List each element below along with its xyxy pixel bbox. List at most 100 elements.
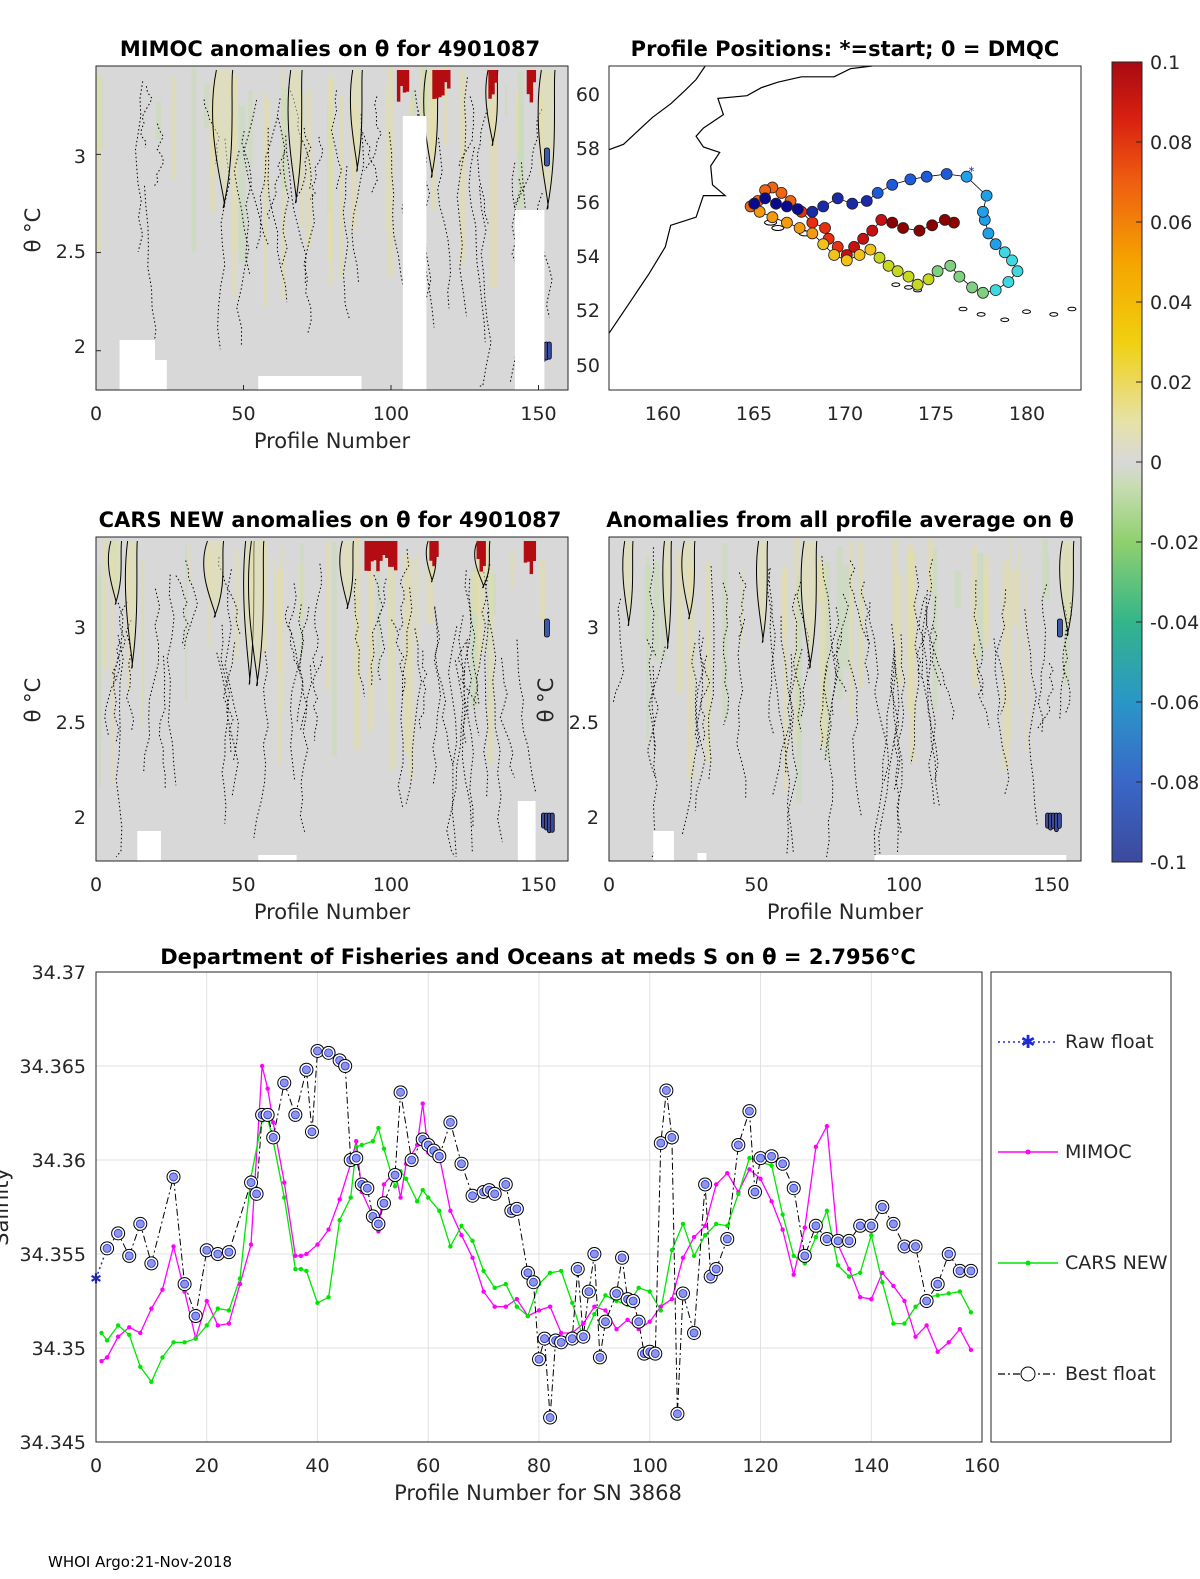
mimoc-point [813,1144,819,1150]
profile-position-point [944,259,957,272]
tint-band [1017,550,1021,711]
mimoc-point [354,1139,359,1144]
colorbar-tick-0: 0 [1150,452,1162,474]
tint-band [892,540,898,636]
dotted-contour [458,96,475,169]
colorbar-ticks [1136,61,1142,863]
profile-position-point [989,238,1002,251]
best-float-inner-point [756,1153,765,1163]
mimoc-point [924,1323,929,1328]
mimoc-point [481,1289,486,1294]
dotted-contour [224,569,239,762]
profile-position-point [819,222,831,234]
salinity-ytick-34.36: 34.36 [32,1150,86,1172]
dotted-contour [681,642,700,836]
profile-position-point [793,222,806,234]
profile-position-point [982,227,995,240]
cars-ytick-2.5: 2.5 [56,712,86,734]
dotted-contour [649,547,657,658]
best-float-inner-point [379,1198,389,1208]
salinity-ytick-34.365: 34.365 [20,1056,86,1078]
best-float-inner-point [628,1296,638,1306]
dotted-contour [468,146,486,343]
cars-new-point [736,1191,741,1197]
dotted-contour [476,571,487,706]
warm-anomaly-cell [444,70,448,83]
all-average-xtick-0: 0 [603,874,615,896]
tint-band [426,564,434,625]
profile-position-point [848,240,860,253]
positions-ytick-52: 52 [576,300,600,322]
cars-new-point [414,1199,420,1204]
best-float-inner-point [656,1138,666,1148]
best-float-inner-point [534,1354,544,1364]
tint-band [155,101,162,140]
warm-anomaly-cell [432,541,436,567]
solid-contour [756,540,769,643]
no-data-gap [874,855,1067,861]
tint-band [385,84,388,233]
cars-panel-title: CARS NEW anomalies on θ for 4901087 [99,508,562,532]
profile-position-point [766,211,779,224]
cars-new-point [647,1289,652,1294]
warm-anomaly-cell [367,541,371,571]
profile-position-point [781,216,793,229]
tint-band [263,92,267,308]
tint-band [248,90,253,168]
profile-position-point [831,192,844,205]
profile-position-point [828,249,841,261]
profile-position-point [873,251,886,264]
best-float-inner-point [529,1277,538,1287]
dotted-contour [447,626,458,858]
profile-position-point [980,189,993,202]
warm-anomaly-cell [373,541,377,561]
best-float-inner-point [750,1187,760,1197]
profile-position-point [886,216,899,229]
best-float-inner-point [689,1328,699,1338]
cars-new-point [869,1233,874,1238]
mimoc-point [747,1167,752,1172]
solid-contour [622,540,634,627]
dotted-contour [233,150,250,348]
warm-anomaly-cell [494,70,498,83]
all-average-anomaly-panel: Anomalies from all profile average on θ … [534,508,1082,924]
all-average-plot-frame [608,536,1082,862]
dotted-contour [276,98,290,265]
cars-new-point [835,1263,841,1268]
mimoc-ylabel: θ °C [21,208,45,253]
dotted-contour [351,113,365,283]
aleutian-island [1067,306,1077,312]
best-float-inner-point [396,1087,405,1097]
warm-anomaly-cell [476,541,480,560]
mimoc-point [259,1063,265,1069]
best-float-inner-point [390,1170,400,1180]
best-float-inner-point [617,1253,627,1263]
all-average-xtick-150: 150 [1033,874,1069,896]
dotted-contour [1062,602,1071,715]
profile-position-point [864,243,877,256]
dotted-contour [391,619,406,695]
dotted-contour [819,607,840,752]
mimoc-point [946,1340,951,1345]
dotted-contour [478,185,492,387]
tint-band [676,552,684,693]
mimoc-xtick-150: 150 [520,403,556,425]
dotted-contour [353,578,365,698]
best-float-inner-point [445,1118,455,1127]
dotted-contour [1024,609,1038,825]
profile-position-point [846,197,859,210]
mimoc-point [503,1304,508,1309]
mimoc-xtick-50: 50 [231,403,255,425]
tint-band [824,561,831,760]
cars-new-point [370,1139,376,1144]
mimoc-point [271,1120,276,1125]
cars-new-point [968,1310,974,1315]
no-data-gap [258,376,362,390]
best-float-inner-point [523,1268,533,1278]
cold-anomaly-cell [1057,812,1062,829]
cars-new-point [691,1253,697,1259]
dotted-contour [910,566,920,765]
solid-contour [662,540,672,649]
no-data-gap [653,831,674,861]
profile-position-point [953,270,966,283]
